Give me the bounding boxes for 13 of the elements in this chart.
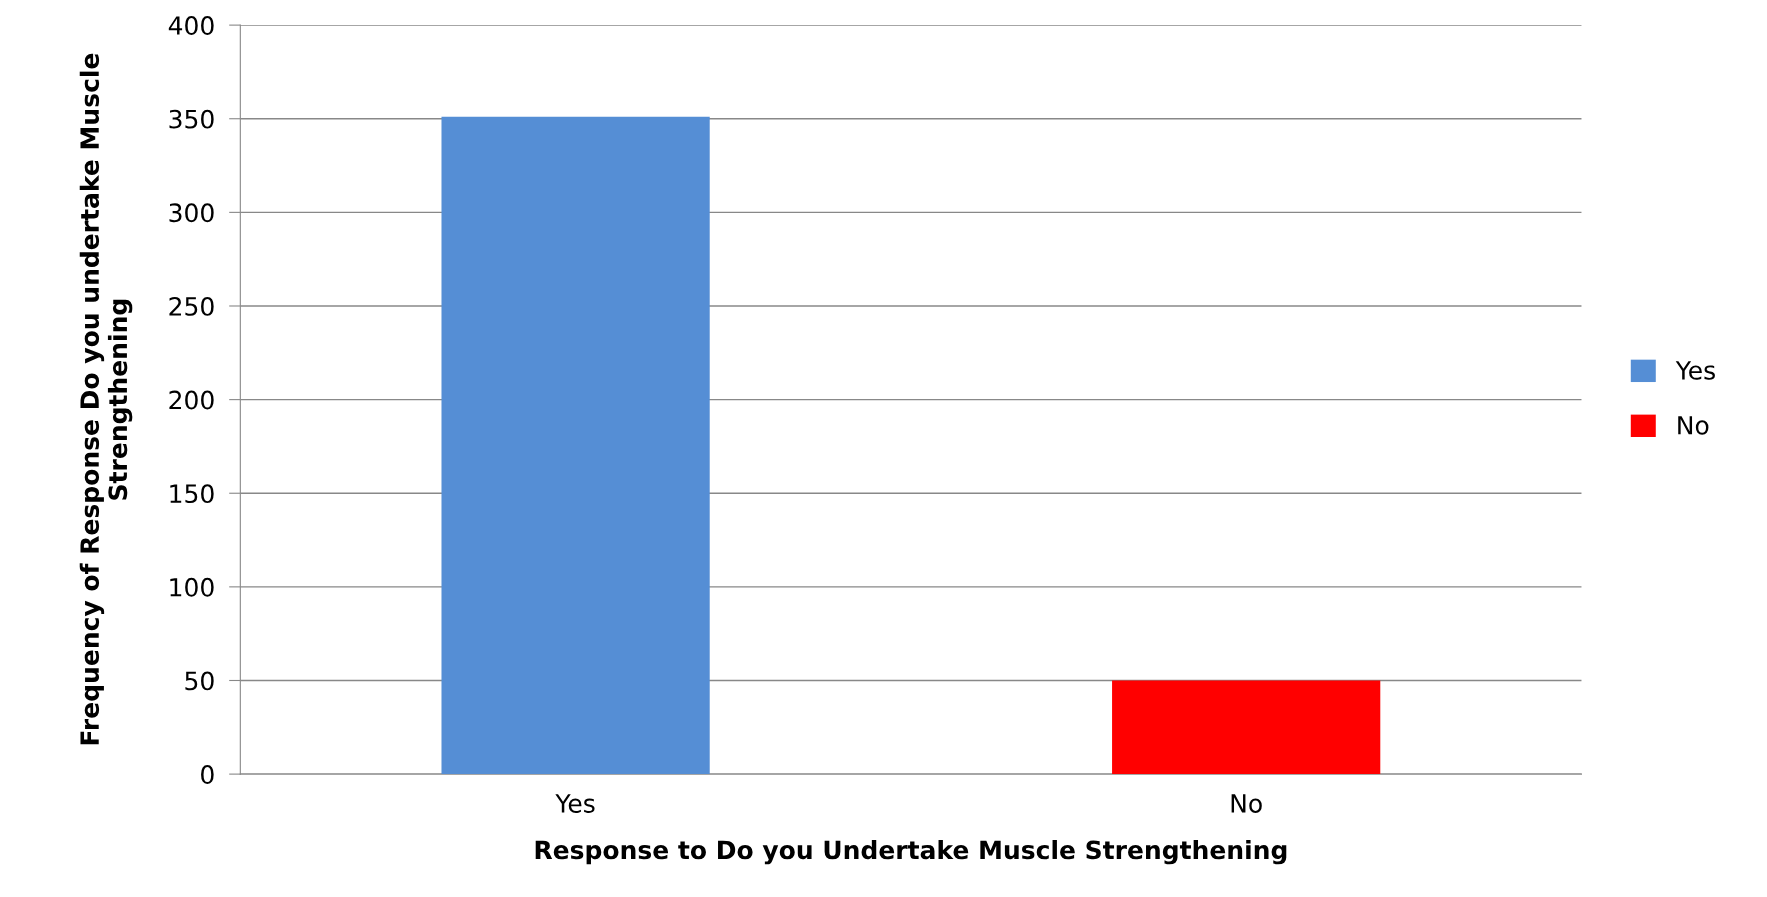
x-axis-title: Response to Do you Undertake Muscle Strengthening — [535, 839, 1287, 865]
legend-label: Yes — [1675, 361, 1715, 380]
y-tick-label: 0 — [201, 765, 214, 784]
y-tick-label: 350 — [169, 109, 214, 129]
y-tick-label: 250 — [169, 296, 214, 316]
y-tick-label: 400 — [168, 16, 214, 35]
legend-label: No — [1678, 416, 1709, 435]
y-tick-label: 50 — [185, 671, 214, 691]
y-tick-label: 200 — [169, 390, 214, 410]
y-axis-title: Frequency of Response Do you undertake Muscle Strengthening — [79, 53, 133, 745]
y-tick-label: 300 — [169, 203, 214, 223]
y-tick-label: 150 — [170, 484, 214, 504]
y-tick-label: 100 — [170, 577, 214, 597]
